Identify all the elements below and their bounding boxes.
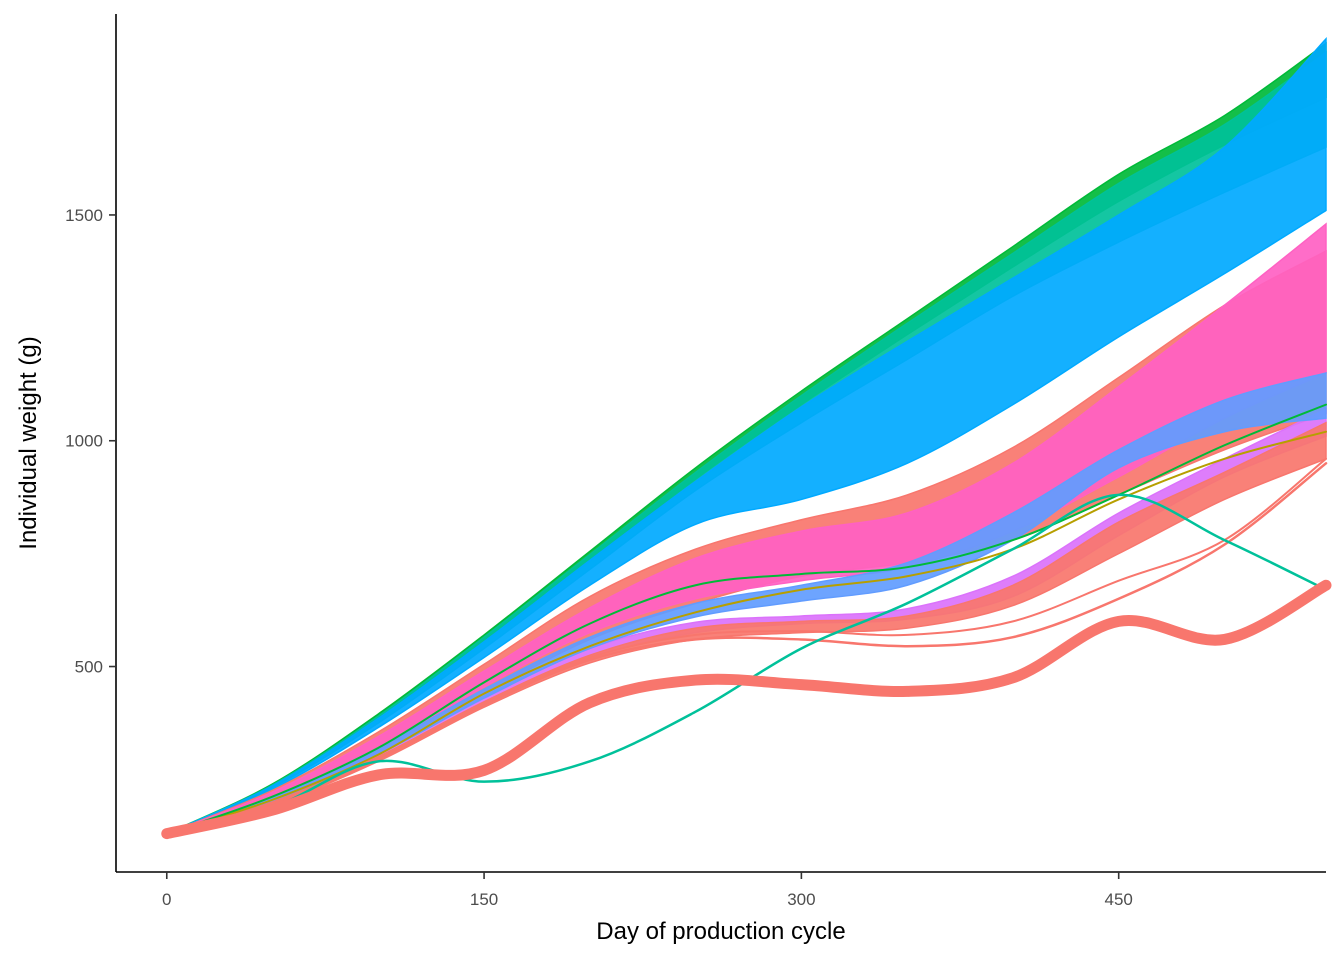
bands-layer <box>166 36 1327 835</box>
y-tick-label-500: 500 <box>75 658 103 677</box>
series-line-3 <box>165 457 1327 835</box>
x-tick-label-0: 0 <box>162 890 171 909</box>
axes-layer <box>115 14 1326 873</box>
band-4 <box>166 222 1327 835</box>
x-axis-title: Day of production cycle <box>596 918 845 945</box>
x-tick-label-150: 150 <box>470 890 498 909</box>
y-tick-label-1000: 1000 <box>65 432 103 451</box>
series-line-5 <box>161 579 1332 840</box>
band-2 <box>166 36 1327 835</box>
band-6 <box>166 372 1327 835</box>
x-tick-label-450: 450 <box>1105 890 1133 909</box>
series-line-1 <box>165 403 1327 835</box>
y-tick-label-1500: 1500 <box>65 206 103 225</box>
y-axis-title: Individual weight (g) <box>15 336 42 549</box>
ticks-layer: 0 150 300 450 500 1000 1500 <box>65 206 1133 909</box>
x-tick-label-300: 300 <box>787 890 815 909</box>
band-7 <box>166 421 1327 835</box>
series-layer <box>161 403 1332 840</box>
